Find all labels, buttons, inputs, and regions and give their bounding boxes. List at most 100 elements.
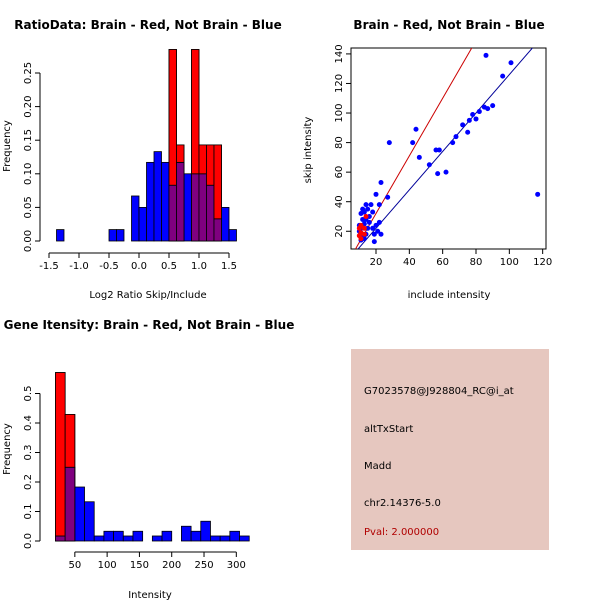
ratio-overlap-bar <box>213 218 222 242</box>
ratio-overlap-bar <box>198 173 207 242</box>
gene-x-tick-label: 200 <box>162 560 181 571</box>
ratio-histogram-xlabel: Log2 Ratio Skip/Include <box>89 290 206 301</box>
notbrain-point <box>413 126 419 132</box>
ratio-histogram-ylabel: Frequency <box>2 120 13 172</box>
gene-brain-bar <box>64 414 76 468</box>
notbrain-point <box>370 209 376 215</box>
notbrain-point <box>363 202 369 208</box>
ratio-y-tick-label: 0.00 <box>23 230 34 252</box>
notbrain-fit-line <box>357 48 534 249</box>
notbrain-point <box>386 140 392 146</box>
gene-x-tick-label: 100 <box>98 560 117 571</box>
ratio-x-tick-label: 1.0 <box>191 261 207 272</box>
brain-point <box>361 231 367 237</box>
scatter-y-tick-label: 120 <box>334 74 345 93</box>
gene-y-tick-label: 0.5 <box>23 386 34 402</box>
notbrain-point <box>436 147 442 153</box>
ratio-histogram-title: RatioData: Brain - Red, Not Brain - Blue <box>14 18 281 32</box>
notbrain-point <box>385 194 391 200</box>
notbrain-point <box>416 154 422 160</box>
brain-point <box>361 225 367 231</box>
notbrain-point <box>453 134 459 140</box>
gene-y-tick-label: 0.0 <box>23 533 34 549</box>
gene-notbrain-bar <box>84 501 95 542</box>
gene-notbrain-bar <box>74 486 85 542</box>
gene-y-tick-label: 0.4 <box>23 415 34 431</box>
ratio-notbrain-bar <box>56 229 65 242</box>
scatter-y-tick-label: 140 <box>334 44 345 63</box>
ratio-y-tick-label: 0.25 <box>23 62 34 84</box>
notbrain-point <box>466 117 472 123</box>
gene-notbrain-bar <box>190 530 202 542</box>
ratio-y-tick-label: 0.10 <box>23 163 34 185</box>
scatter-x-tick-label: 80 <box>470 257 483 268</box>
gene-name: Madd <box>364 461 392 472</box>
gene-notbrain-bar <box>151 535 163 542</box>
scatter-x-tick-label: 20 <box>370 257 383 268</box>
notbrain-point <box>490 103 496 109</box>
gene-notbrain-bar <box>93 535 105 542</box>
ratio-brain-bar <box>168 49 177 186</box>
scatter-plot-area <box>354 48 541 249</box>
event-type: altTxStart <box>364 424 414 435</box>
ratio-x-tick-label: 0.5 <box>161 261 177 272</box>
notbrain-point <box>371 231 377 237</box>
brain-fit-line <box>354 48 473 249</box>
notbrain-point <box>443 169 449 175</box>
genomic-location: chr2.14376-5.0 <box>364 498 441 509</box>
ratio-y-tick-label: 0.15 <box>23 129 34 151</box>
ratio-x-tick-label: 1.5 <box>221 261 237 272</box>
notbrain-point <box>370 225 376 231</box>
notbrain-point <box>378 179 384 185</box>
notbrain-point <box>535 191 541 197</box>
notbrain-point <box>485 106 491 112</box>
gene-notbrain-bar <box>161 530 173 542</box>
brain-point <box>358 236 364 242</box>
ratio-overlap-bar <box>191 173 200 242</box>
notbrain-point <box>376 219 382 225</box>
gene-notbrain-bar <box>210 535 221 542</box>
scatter-y-tick-label: 60 <box>334 166 345 179</box>
notbrain-point <box>500 73 506 79</box>
scatter-title: Brain - Red, Not Brain - Blue <box>353 18 544 32</box>
gene-notbrain-bar <box>181 525 192 542</box>
notbrain-point <box>376 202 382 208</box>
ratio-notbrain-bar <box>116 229 125 242</box>
scatter-y-tick-label: 80 <box>334 136 345 149</box>
notbrain-point <box>378 231 384 237</box>
gene-notbrain-bar <box>219 535 231 542</box>
ratio-x-tick-label: 0.0 <box>131 261 147 272</box>
gene-y-tick-label: 0.2 <box>23 474 34 490</box>
scatter-y-tick-label: 20 <box>334 225 345 238</box>
brain-point <box>358 222 364 228</box>
notbrain-point <box>368 202 374 208</box>
ratio-brain-bar <box>206 144 215 186</box>
gene-x-tick-label: 50 <box>68 560 81 571</box>
scatter-ylabel: skip intensity <box>303 117 314 184</box>
gene-histogram-title: Gene Itensity: Brain - Red, Not Brain - … <box>4 318 295 332</box>
gene-y-tick-label: 0.3 <box>23 445 34 461</box>
ratio-notbrain-bar <box>108 229 117 242</box>
scatter-x-tick-label: 120 <box>533 257 552 268</box>
ratio-x-tick-label: -1.0 <box>69 261 89 272</box>
notbrain-point <box>473 116 479 122</box>
notbrain-point <box>465 129 471 135</box>
gene-x-tick-label: 250 <box>194 560 213 571</box>
notbrain-point <box>358 211 364 217</box>
gene-notbrain-bar <box>113 530 124 542</box>
ratio-notbrain-bar <box>131 195 140 242</box>
notbrain-point <box>470 112 476 118</box>
probe-id: G7023578@J928804_RC@i_at <box>364 386 514 397</box>
ratio-y-tick-label: 0.20 <box>23 95 34 117</box>
gene-y-tick-label: 0.1 <box>23 504 34 520</box>
ratio-brain-bar <box>191 49 200 175</box>
ratio-y-tick-label: 0.05 <box>23 196 34 218</box>
gene-intensity-histogram: Gene Itensity: Brain - Red, Not Brain - … <box>2 318 294 600</box>
gene-x-tick-label: 300 <box>227 560 246 571</box>
intensity-scatter: Brain - Red, Not Brain - Blue include in… <box>303 18 552 301</box>
notbrain-point <box>375 228 381 234</box>
ratio-notbrain-bar <box>153 151 162 242</box>
notbrain-point <box>426 162 432 168</box>
gene-notbrain-bar <box>122 535 134 542</box>
ratio-notbrain-bar <box>183 173 192 242</box>
